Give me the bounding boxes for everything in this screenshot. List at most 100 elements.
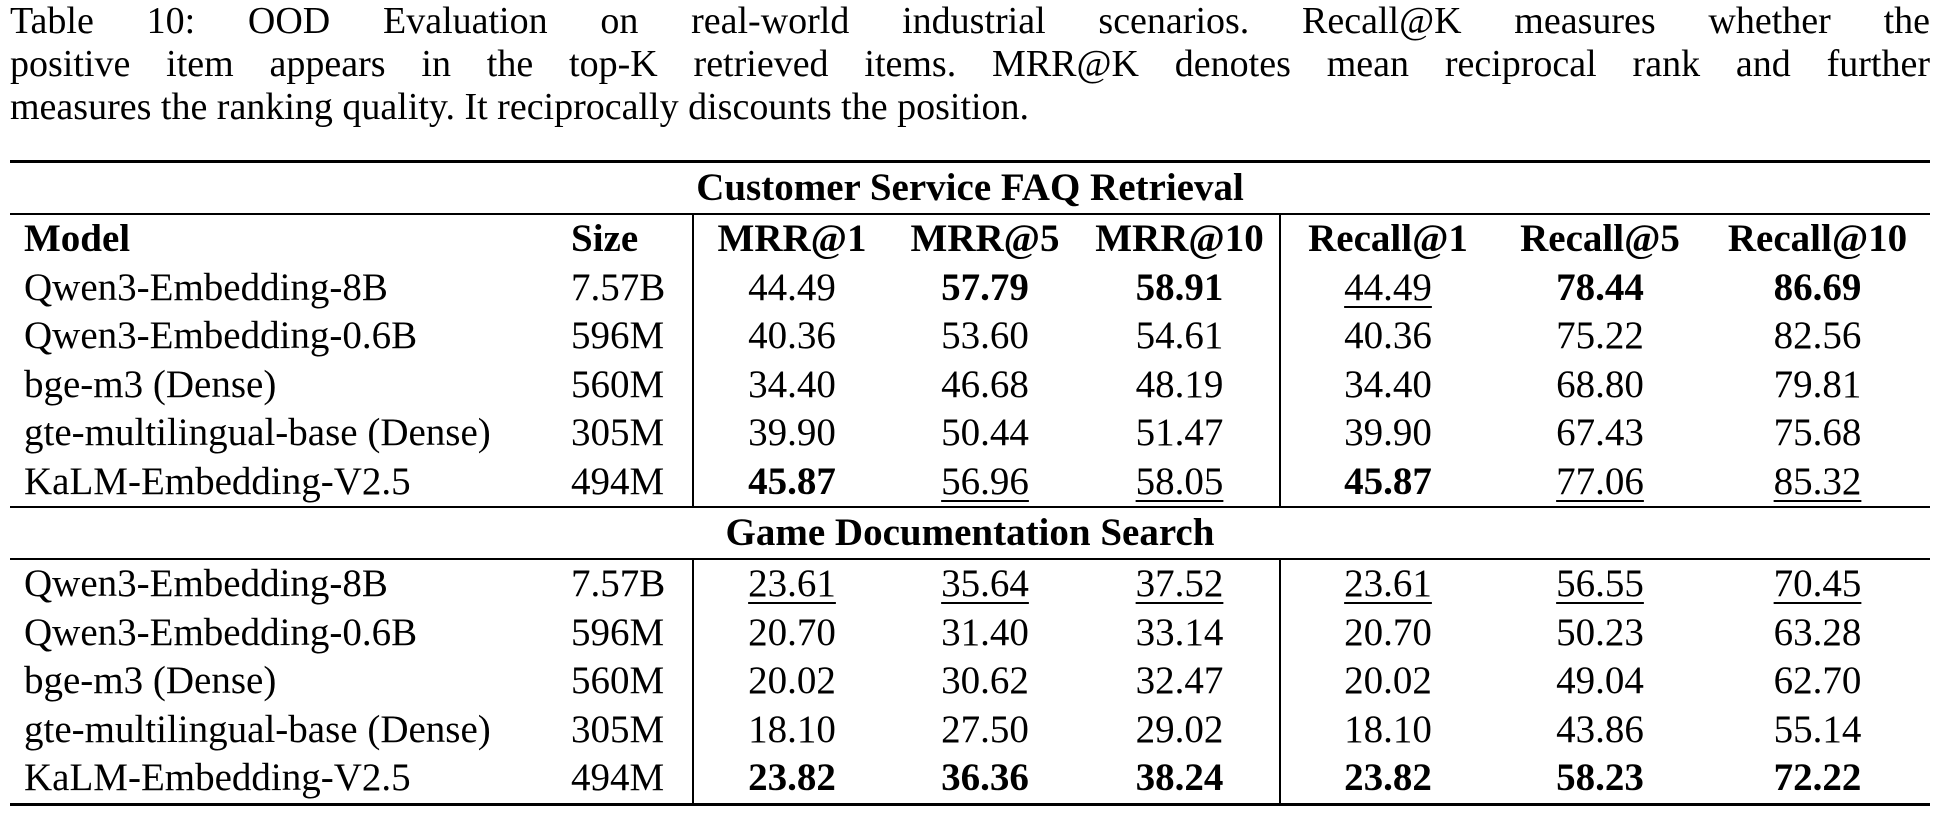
metric-value: 20.02 — [1344, 659, 1432, 703]
metric-cell: 86.69 — [1705, 264, 1930, 313]
model-cell: KaLM-Embedding-V2.5 — [10, 457, 565, 508]
size-cell: 494M — [571, 756, 665, 800]
metric-cell: 40.36 — [1279, 312, 1495, 361]
metric-value: 85.32 — [1773, 459, 1862, 503]
metric-cell: 58.23 — [1495, 754, 1705, 803]
metric-cell: 43.86 — [1495, 706, 1705, 755]
metric-cell: 34.40 — [692, 360, 890, 409]
model-cell: gte-multilingual-base (Dense) — [24, 707, 491, 751]
metric-cell: 70.45 — [1705, 559, 1930, 609]
metric-value: 29.02 — [1135, 707, 1224, 751]
metric-value: 77.06 — [1556, 459, 1644, 503]
metric-cell: 33.14 — [1080, 609, 1280, 658]
bottom-rule — [10, 802, 1930, 806]
metric-value: 63.28 — [1773, 610, 1862, 654]
metric-cell: 27.50 — [890, 706, 1080, 755]
size-cell: 305M — [571, 707, 665, 751]
size-cell: 596M — [571, 610, 665, 654]
metric-value: 33.14 — [1135, 610, 1224, 654]
metric-value: 20.02 — [748, 659, 836, 703]
metric-cell: 56.96 — [890, 457, 1080, 508]
metric-value: 30.62 — [941, 659, 1029, 703]
metric-value: 34.40 — [1344, 362, 1432, 406]
table-row: bge-m3 (Dense) 560M 34.40 46.68 48.19 34.40 68… — [10, 360, 1930, 410]
metric-cell: 75.68 — [1705, 409, 1930, 458]
metric-cell: 72.22 — [1705, 754, 1930, 803]
metric-cell: 58.05 — [1080, 457, 1280, 508]
table-row: gte-multilingual-base (Dense) 305M 18.10 27… — [10, 705, 1930, 755]
size-cell: 560M — [571, 659, 665, 703]
header-recall5: Recall@5 — [1520, 217, 1680, 261]
table-caption: Table 10: OOD Evaluation on real-world i… — [10, 0, 1930, 129]
metric-value: 54.61 — [1135, 314, 1224, 358]
metric-value: 32.47 — [1135, 659, 1224, 703]
metric-value: 20.70 — [1344, 610, 1432, 654]
metric-value: 23.82 — [1344, 756, 1432, 800]
metric-value: 20.70 — [748, 610, 836, 654]
metric-cell: 79.81 — [1705, 361, 1930, 410]
size-cell: 494M — [565, 457, 693, 508]
metric-value: 18.10 — [1344, 707, 1432, 751]
metric-cell: 20.02 — [1279, 657, 1495, 706]
metric-value: 44.49 — [1344, 265, 1432, 309]
metric-cell: 53.60 — [890, 312, 1080, 361]
section-title-row: Customer Service FAQ Retrieval — [10, 163, 1930, 215]
metric-cell: 23.82 — [1279, 754, 1495, 803]
metric-cell: 78.44 — [1495, 264, 1705, 313]
section-title: Customer Service FAQ Retrieval — [10, 163, 1930, 215]
section-title-row: Game Documentation Search — [10, 507, 1930, 560]
metric-cell: 67.43 — [1495, 409, 1705, 458]
metric-value: 50.23 — [1556, 610, 1644, 654]
metric-cell: 23.82 — [692, 754, 890, 803]
table-row: KaLM-Embedding-V2.5 494M 45.87 56.96 58.05 45… — [10, 457, 1930, 508]
metric-cell: 50.44 — [890, 409, 1080, 458]
metric-value: 39.90 — [1344, 411, 1432, 455]
metric-value: 40.36 — [1344, 314, 1432, 358]
metric-value: 40.36 — [748, 314, 836, 358]
model-cell: gte-multilingual-base (Dense) — [24, 411, 491, 455]
metric-cell: 31.40 — [890, 609, 1080, 658]
metric-cell: 20.70 — [692, 608, 890, 657]
metric-value: 82.56 — [1773, 314, 1862, 358]
table-row: KaLM-Embedding-V2.5 494M 23.82 36.36 38.24 23… — [10, 754, 1930, 803]
metric-cell: 68.80 — [1495, 361, 1705, 410]
metric-cell: 82.56 — [1705, 312, 1930, 361]
model-cell: bge-m3 (Dense) — [24, 659, 277, 703]
size-cell: 560M — [571, 362, 665, 406]
metric-value: 57.79 — [941, 265, 1029, 309]
metric-cell: 56.55 — [1495, 559, 1705, 609]
metric-cell: 32.47 — [1080, 657, 1280, 706]
metric-value: 51.47 — [1135, 411, 1224, 455]
metric-value: 56.96 — [941, 459, 1029, 503]
metric-value: 72.22 — [1773, 756, 1862, 800]
header-recall10: Recall@10 — [1727, 217, 1908, 261]
size-cell: 7.57B — [571, 562, 666, 606]
metric-cell: 44.49 — [692, 263, 890, 312]
section-title: Game Documentation Search — [10, 507, 1930, 560]
metric-value: 79.81 — [1773, 362, 1862, 406]
table-body: Customer Service FAQ Retrieval Model Siz… — [10, 163, 1930, 803]
metric-cell: 38.24 — [1080, 754, 1280, 803]
table-row: Qwen3-Embedding-0.6B 596M 40.36 53.60 54.61 4… — [10, 312, 1930, 361]
model-cell: Qwen3-Embedding-0.6B — [24, 610, 418, 654]
metric-value: 34.40 — [748, 362, 836, 406]
metric-value: 62.70 — [1773, 659, 1862, 703]
metric-cell: 63.28 — [1705, 609, 1930, 658]
metric-cell: 40.36 — [692, 312, 890, 361]
header-row: Model Size MRR@1 MRR@5 MRR@10 Recall@1 R… — [10, 214, 1930, 264]
metric-value: 86.69 — [1773, 265, 1862, 309]
metric-cell: 85.32 — [1705, 457, 1930, 508]
metric-cell: 34.40 — [1279, 360, 1495, 409]
metric-value: 78.44 — [1556, 265, 1644, 309]
metric-value: 48.19 — [1135, 362, 1224, 406]
metric-value: 45.87 — [748, 459, 836, 503]
model-cell: Qwen3-Embedding-8B — [24, 562, 388, 606]
metric-value: 18.10 — [748, 707, 836, 751]
metric-value: 53.60 — [941, 314, 1029, 358]
caption-line: Table 10: OOD Evaluation on real-world i… — [10, 0, 1930, 42]
model-cell: Qwen3-Embedding-0.6B — [24, 314, 418, 358]
metric-value: 49.04 — [1556, 659, 1644, 703]
metric-cell: 35.64 — [890, 559, 1080, 609]
metric-value: 35.64 — [941, 562, 1029, 606]
metric-cell: 62.70 — [1705, 657, 1930, 706]
